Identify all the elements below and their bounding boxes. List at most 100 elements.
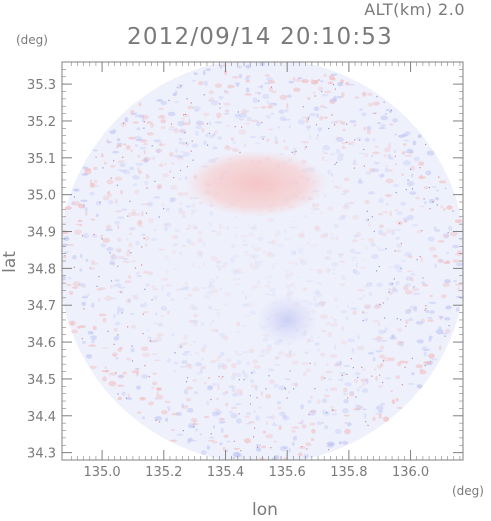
noise-cell — [292, 261, 299, 266]
noise-cell — [221, 364, 228, 370]
noise-cell — [407, 383, 415, 385]
noise-cell — [193, 322, 199, 327]
noise-cell — [269, 287, 276, 293]
noise-pixel — [262, 138, 264, 140]
noise-cell — [230, 137, 235, 141]
noise-cell — [382, 357, 391, 362]
noise-cell — [330, 324, 334, 327]
noise-cell — [183, 113, 190, 118]
noise-cell — [284, 108, 289, 113]
noise-cell — [193, 340, 196, 344]
noise-cell — [160, 126, 166, 130]
noise-pixel — [318, 79, 320, 81]
noise-cell — [436, 189, 439, 192]
noise-cell — [104, 295, 112, 301]
noise-pixel — [438, 176, 440, 178]
noise-cell — [333, 277, 337, 279]
noise-pixel — [99, 201, 101, 204]
noise-pixel — [334, 124, 336, 126]
noise-cell — [270, 239, 277, 246]
negative-feature-1 — [256, 294, 319, 346]
noise-cell — [418, 161, 425, 166]
noise-cell — [331, 261, 339, 267]
radar-domain — [62, 62, 463, 460]
noise-cell — [384, 167, 389, 173]
noise-pixel — [64, 255, 66, 257]
noise-cell — [284, 353, 293, 358]
noise-cell — [299, 232, 306, 239]
noise-cell — [128, 212, 132, 218]
noise-cell — [208, 278, 216, 284]
noise-cell — [203, 344, 207, 349]
noise-cell — [147, 335, 151, 340]
noise-cell — [82, 286, 87, 288]
noise-cell — [142, 352, 150, 358]
noise-cell — [410, 173, 414, 178]
noise-cell — [394, 237, 401, 240]
noise-pixel — [190, 102, 192, 104]
noise-pixel — [185, 381, 188, 383]
noise-cell — [181, 244, 186, 248]
noise-cell — [212, 146, 218, 150]
noise-cell — [457, 286, 460, 293]
noise-cell — [84, 206, 88, 212]
noise-cell — [342, 393, 348, 395]
noise-cell — [420, 318, 426, 324]
noise-cell — [279, 94, 288, 101]
noise-cell — [286, 102, 289, 109]
noise-cell — [210, 359, 217, 364]
noise-cell — [393, 149, 397, 154]
noise-cell — [322, 150, 325, 153]
noise-cell — [318, 301, 327, 304]
noise-cell — [325, 232, 328, 237]
noise-cell — [333, 95, 337, 101]
noise-cell — [87, 293, 90, 297]
noise-cell — [385, 165, 388, 168]
noise-cell — [208, 305, 213, 310]
noise-cell — [245, 87, 250, 93]
noise-cell — [200, 365, 207, 370]
noise-cell — [401, 151, 405, 155]
noise-cell — [314, 79, 319, 84]
noise-cell — [425, 170, 432, 176]
noise-cell — [400, 201, 406, 206]
noise-cell — [340, 215, 346, 220]
noise-cell — [267, 368, 275, 372]
noise-cell — [201, 358, 204, 361]
noise-cell — [114, 279, 120, 282]
noise-cell — [352, 310, 358, 315]
noise-cell — [195, 125, 203, 129]
noise-pixel — [270, 447, 272, 449]
noise-cell — [190, 321, 197, 325]
noise-cell — [230, 413, 238, 419]
noise-cell — [66, 243, 75, 247]
noise-cell — [347, 141, 355, 146]
noise-cell — [325, 370, 333, 374]
noise-cell — [309, 112, 316, 117]
noise-cell — [335, 148, 341, 154]
noise-pixel — [186, 166, 188, 168]
noise-pixel — [425, 305, 427, 307]
noise-cell — [437, 326, 442, 330]
noise-pixel — [385, 248, 387, 250]
noise-cell — [305, 442, 312, 447]
noise-cell — [226, 225, 230, 231]
noise-cell — [134, 189, 140, 195]
noise-cell — [290, 282, 297, 285]
noise-cell — [262, 250, 266, 254]
noise-cell — [443, 233, 450, 238]
noise-cell — [258, 457, 265, 460]
noise-cell — [238, 73, 243, 79]
noise-cell — [313, 225, 322, 231]
noise-cell — [91, 302, 95, 308]
noise-cell — [245, 76, 250, 81]
noise-pixel — [131, 345, 133, 347]
noise-pixel — [73, 196, 76, 198]
noise-cell — [231, 387, 236, 392]
noise-cell — [333, 268, 336, 271]
noise-cell — [187, 224, 192, 229]
noise-cell — [411, 223, 418, 227]
noise-cell — [437, 240, 445, 243]
noise-cell — [128, 275, 132, 279]
noise-cell — [288, 125, 291, 129]
